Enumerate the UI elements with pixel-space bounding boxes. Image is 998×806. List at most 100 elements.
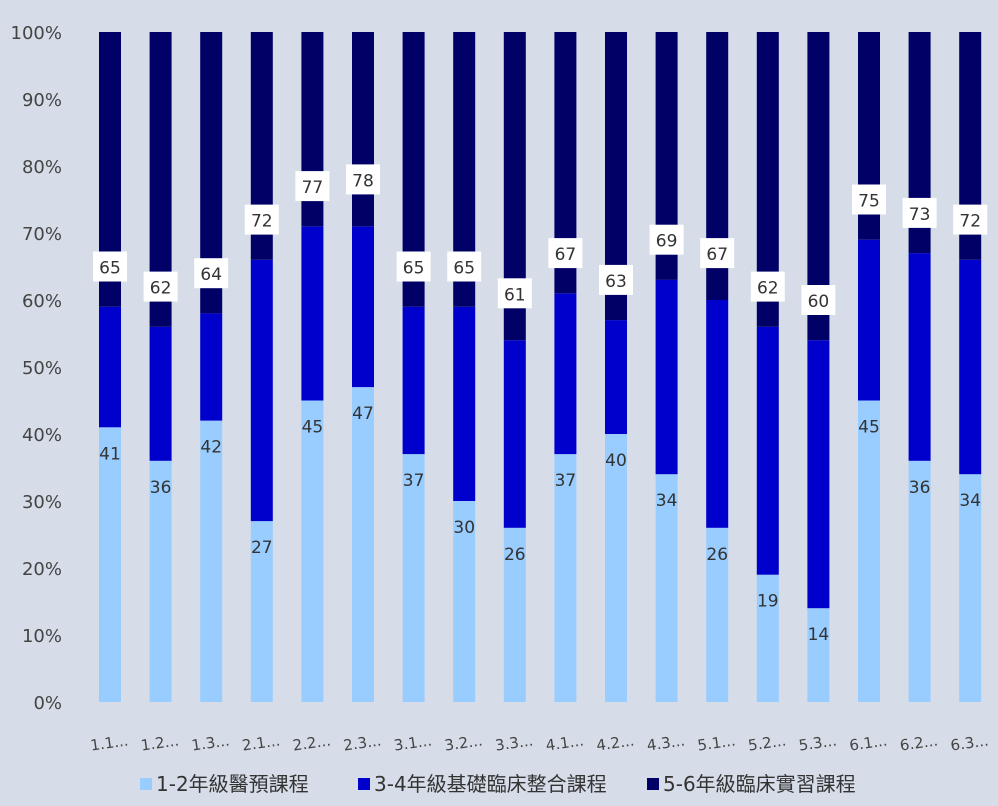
bar-segment [756,574,779,702]
bar-segment [605,434,627,702]
x-tick-label: 2.3... [342,731,382,754]
y-tick-label: 60% [22,291,62,312]
x-tick-label: 5.1... [696,731,736,754]
x-tick-label: 4.3... [646,731,686,754]
bar-segment [858,239,880,401]
x-tick-label: 2.2... [292,731,332,754]
bar-segment [756,32,779,327]
x-tick-label: 2.1... [241,731,281,754]
data-label: 47 [352,404,374,424]
x-tick-label: 1.3... [190,731,230,754]
bar-segment [554,32,577,294]
cumulative-label-box [750,271,785,302]
cumulative-label: 72 [251,212,273,232]
bar-segment [706,300,729,528]
cumulative-label: 72 [959,212,981,232]
bar-segment [200,32,223,314]
bar-segment [858,400,880,702]
bar-segment [655,474,678,702]
cumulative-label: 78 [352,171,374,191]
bar-segment [959,474,982,702]
legend: 1-2年級醫預課程 3-4年級基礎臨床整合課程 5-6年級臨床實習課程 [140,772,856,796]
bar-segment [503,340,526,528]
y-tick-label: 0% [33,693,62,714]
cumulative-label: 65 [403,259,425,279]
bar-segment [149,460,172,702]
y-tick-label: 30% [22,492,62,513]
x-tick-label: 1.2... [140,731,180,754]
cumulative-label-box [801,285,836,315]
data-label: 36 [150,478,172,498]
bar-segment [301,400,324,702]
cumulative-label-box [396,251,431,282]
x-tick-label: 6.2... [899,731,939,754]
y-axis: 0% 10% 20% 30% 40% 50% 60% 70% 80% 90% 100% [11,23,62,714]
data-label: 26 [504,545,526,565]
bar-segment [99,427,121,702]
data-label: 40 [605,451,627,471]
bar-segment [605,320,627,434]
legend-swatch [647,778,659,790]
data-label: 34 [959,491,981,511]
cumulative-label-box [346,164,380,195]
bar-segment [908,253,931,461]
bar-segment [250,259,273,522]
data-label: 36 [909,478,931,498]
data-label: 26 [706,545,728,565]
cumulative-label-box [93,251,127,282]
bar-segment [453,501,476,702]
data-label: 30 [453,518,475,538]
bar-segment [402,454,425,702]
data-label: 45 [858,418,880,438]
y-tick-label: 50% [22,358,62,379]
x-tick-label: 4.2... [595,731,635,754]
cumulative-label-box [143,271,178,302]
cumulative-label: 67 [706,245,728,265]
cumulative-label-box [599,264,633,295]
cumulative-label-box [852,184,886,215]
bar-segment [959,259,982,475]
data-label: 37 [555,471,577,491]
bar-segment [655,32,678,280]
cumulative-label: 67 [555,245,577,265]
cumulative-label: 64 [200,265,222,285]
cumulative-label: 63 [605,272,627,292]
bar-segment [503,32,526,341]
data-label: 41 [99,444,121,464]
legend-entry: 5-6年級臨床實習課程 [663,772,856,796]
cumulative-label: 60 [808,292,830,312]
x-axis: 1.1... 1.2... 1.3... 2.1... 2.2... 2.3... 3.1.… [89,731,990,754]
bar-segment [200,420,223,702]
bar-segment [554,293,577,455]
cumulative-label-box [447,251,482,282]
bar-segment [250,521,273,702]
cumulative-label: 62 [757,279,779,299]
cumulative-label-box [295,171,330,202]
data-label: 34 [656,491,678,511]
cumulative-label-box [194,258,229,289]
data-label: 37 [403,471,425,491]
x-tick-label: 6.1... [848,731,888,754]
bar-segment [807,32,830,341]
data-label: 14 [808,625,830,645]
cumulative-label: 73 [909,205,931,225]
y-tick-label: 90% [22,90,62,111]
bar-segment [352,32,374,227]
bar-segment [908,460,931,702]
data-labels: 41 65 36 62 42 64 27 72 45 77 47 78 37 65 30 65 26 61 37 67… [93,164,988,645]
y-tick-label: 40% [22,425,62,446]
legend-swatch [358,778,370,790]
bar-segment [200,313,223,421]
bar-segment [908,32,931,254]
legend-entry: 1-2年級醫預課程 [156,772,309,796]
y-tick-label: 80% [22,157,62,178]
bar-segment [503,527,526,702]
cumulative-label: 77 [302,178,324,198]
bar-segment [453,32,476,307]
bar-segment [554,454,577,702]
cumulative-label: 62 [150,279,172,299]
cumulative-label: 65 [99,259,121,279]
x-tick-label: 3.2... [443,731,483,754]
x-tick-label: 6.3... [949,731,989,754]
